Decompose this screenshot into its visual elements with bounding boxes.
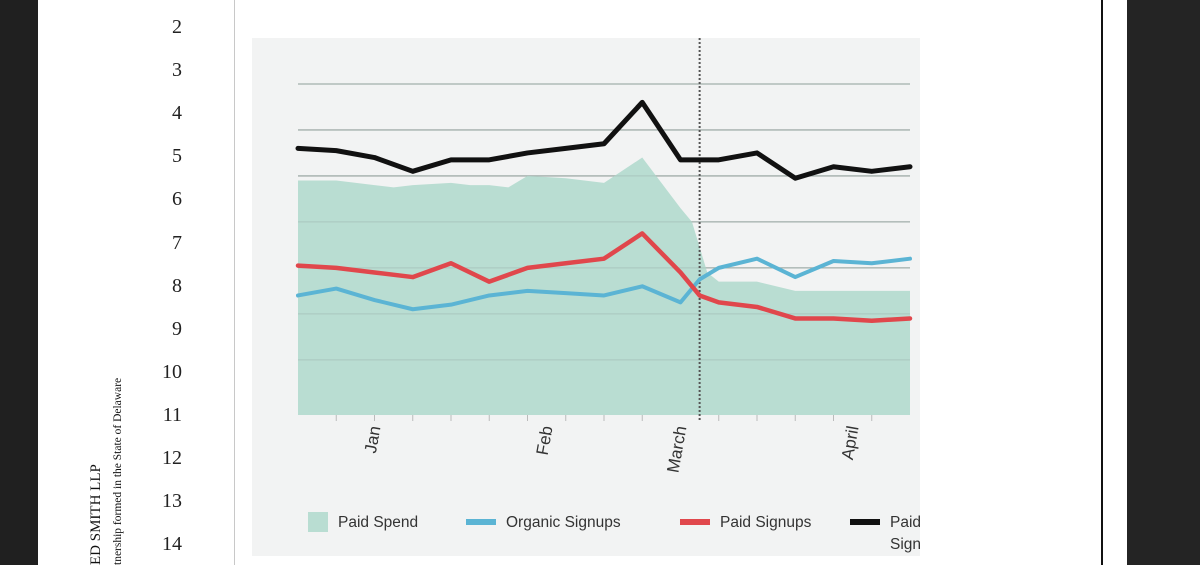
- viewer-left-margin: [0, 0, 38, 565]
- legend-swatch-paid-spend: [308, 512, 328, 532]
- line-number: 5: [172, 145, 182, 168]
- legend-swatch-organic: [466, 519, 496, 525]
- line-number: 2: [172, 16, 182, 38]
- line-number: 6: [172, 188, 182, 211]
- legend-label: Paid + Organic: [890, 514, 920, 531]
- line-number: 4: [172, 102, 182, 125]
- legend-label: Signups: [890, 536, 920, 553]
- viewer-right-margin: [1127, 0, 1200, 565]
- firm-name: ED SMITH LLP: [88, 464, 104, 565]
- x-tick-label: March: [664, 424, 691, 474]
- line-number: 3: [172, 59, 182, 82]
- combined-signups-line: [295, 99, 913, 181]
- organic-signups-line: [296, 256, 912, 312]
- x-tick-label: April: [838, 424, 863, 461]
- x-tick-label: Feb: [533, 424, 557, 456]
- legend-swatch-combined: [850, 519, 880, 525]
- signups-chart: Jan Feb March April Paid Spend Organic Signup…: [295, 38, 920, 553]
- paid-spend-area: [298, 157, 910, 415]
- line-number: 14: [162, 533, 182, 556]
- firm-subtitle: tnership formed in the State of Delaware: [112, 377, 124, 565]
- line-number: 10: [162, 360, 182, 383]
- chart-card: Jan Feb March April Paid Spend Organic Signup…: [252, 38, 920, 556]
- legend-label: Paid Signups: [720, 514, 812, 531]
- line-number: 8: [172, 274, 182, 297]
- legend-swatch-paid: [680, 519, 710, 525]
- paid-signups-line: [295, 231, 913, 323]
- line-number: 11: [162, 403, 182, 426]
- line-number: 9: [172, 317, 182, 340]
- line-number: 12: [162, 447, 182, 469]
- page-right-rule: [1101, 0, 1103, 565]
- legend-label: Organic Signups: [506, 514, 621, 531]
- line-number-rule: [234, 0, 235, 565]
- x-tick-label: Jan: [361, 424, 384, 454]
- legend-label: Paid Spend: [338, 514, 418, 531]
- line-number: 13: [162, 490, 182, 513]
- line-number: 7: [172, 231, 182, 254]
